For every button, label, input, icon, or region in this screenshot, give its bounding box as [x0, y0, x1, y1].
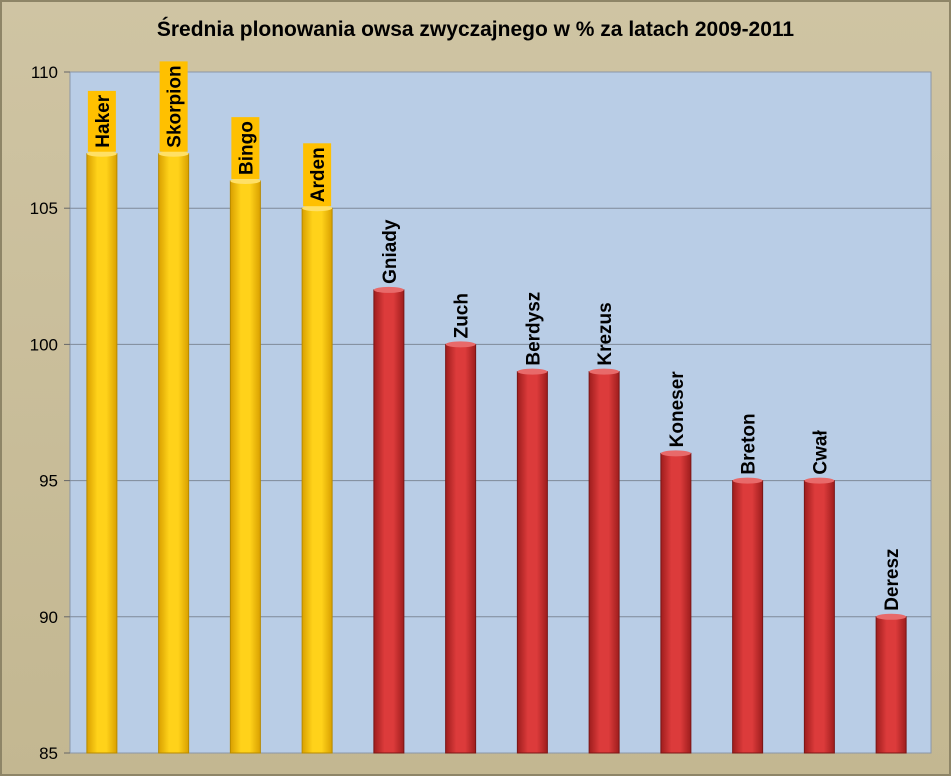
bar-arden — [301, 207, 333, 754]
bar-cap — [804, 477, 835, 484]
bar-label: Bingo — [236, 121, 257, 175]
bar-cap — [158, 150, 189, 157]
bar-label: Gniady — [380, 219, 401, 284]
bar-label-group: Bingo — [231, 117, 260, 179]
bar-cap — [230, 177, 261, 184]
bar-label-group: Deresz — [882, 548, 903, 610]
bar-berdysz — [516, 371, 548, 754]
bar-cap — [445, 341, 476, 348]
bar-krezus — [588, 371, 620, 754]
y-tick-label: 100 — [30, 335, 58, 354]
bar-breton — [732, 480, 764, 754]
bar-label-background — [87, 90, 116, 152]
y-tick-label: 90 — [39, 608, 58, 627]
bar-label-background — [159, 61, 188, 152]
bar-cap — [660, 450, 691, 457]
bar-koneser — [660, 452, 692, 754]
bar-cap — [86, 150, 117, 157]
bar-label: Zuch — [452, 293, 473, 338]
bar-label-group: Gniady — [380, 219, 401, 284]
bar-label: Koneser — [667, 371, 688, 448]
bar-zuch — [445, 343, 477, 754]
chart-title: Średnia plonowania owsa zwyczajnego w % … — [156, 18, 795, 41]
bar-cap — [517, 368, 548, 375]
bar-label-group: Haker — [87, 90, 116, 152]
bar-label-group: Breton — [739, 413, 760, 474]
bar-skorpion — [158, 153, 190, 754]
bar-label: Arden — [308, 147, 329, 202]
bar-haker — [86, 153, 118, 754]
bar-cap — [876, 613, 907, 620]
bar-label: Krezus — [595, 302, 616, 365]
y-tick-label: 110 — [31, 63, 58, 82]
bar-label-background — [231, 117, 260, 179]
y-tick-label: 95 — [39, 472, 58, 491]
bar-label: Berdysz — [523, 292, 544, 366]
bar-label-group: Skorpion — [159, 61, 188, 152]
bar-bingo — [229, 180, 261, 754]
y-tick-label: 105 — [30, 199, 58, 218]
bar-cap — [302, 205, 333, 212]
plot-area — [69, 71, 932, 754]
bar-label-group: Berdysz — [523, 292, 544, 366]
bar-label-group: Cwał — [810, 430, 831, 475]
bar-label: Breton — [739, 413, 760, 474]
bar-label: Cwał — [810, 430, 831, 475]
bar-label: Deresz — [882, 548, 903, 610]
bar-label-group: Zuch — [452, 293, 473, 338]
y-tick-label: 85 — [39, 744, 58, 763]
bar-label-group: Koneser — [667, 371, 688, 448]
bar-label-group: Krezus — [595, 302, 616, 365]
bar-gniady — [373, 289, 405, 754]
bar-cwał — [803, 480, 835, 754]
bar-label: Haker — [93, 94, 114, 147]
bar-label: Skorpion — [165, 65, 186, 147]
bar-cap — [373, 286, 404, 293]
bar-cap — [589, 368, 620, 375]
bar-cap — [732, 477, 763, 484]
bar-label-group: Arden — [303, 143, 332, 207]
bar-label-background — [303, 143, 332, 207]
bar-deresz — [875, 616, 907, 754]
